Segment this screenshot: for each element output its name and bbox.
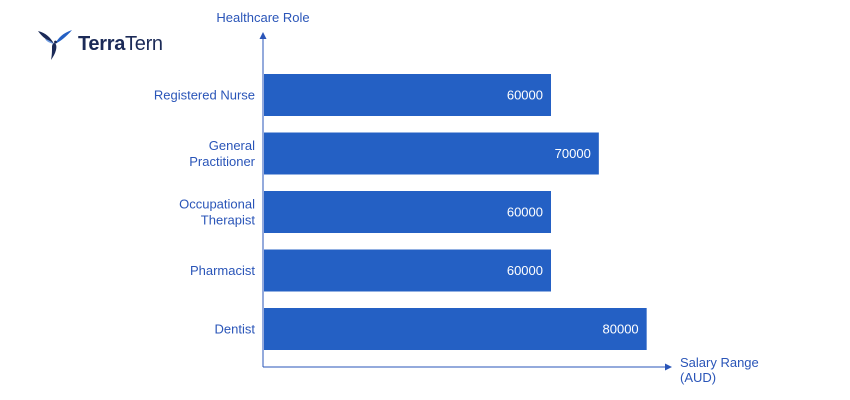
bar — [264, 308, 647, 350]
x-axis-arrow-icon — [665, 363, 672, 371]
brand-name: TerraTern — [78, 33, 163, 56]
brand-logo: TerraTern — [36, 24, 163, 64]
category-label: Registered Nurse — [154, 88, 255, 103]
category-label: General — [209, 138, 255, 153]
brand-name-regular: Tern — [125, 32, 163, 55]
category-label: Therapist — [201, 213, 256, 228]
bar-value-label: 70000 — [555, 146, 591, 161]
x-axis-title-line: (AUD) — [680, 370, 716, 385]
bar-value-label: 60000 — [507, 205, 543, 220]
bar-value-label: 60000 — [507, 88, 543, 103]
brand-name-bold: Terra — [78, 32, 126, 55]
bar — [264, 74, 551, 116]
tern-bird-icon — [38, 30, 72, 60]
bar-value-label: 80000 — [603, 322, 639, 337]
bar-value-label: 60000 — [507, 263, 543, 278]
bar — [264, 191, 551, 233]
category-label: Pharmacist — [190, 263, 255, 278]
x-axis-title-line: Salary Range — [680, 355, 759, 370]
category-label: Occupational — [179, 197, 255, 212]
bar — [264, 249, 551, 292]
y-axis-title: Healthcare Role — [216, 10, 309, 25]
category-label: Practitioner — [189, 154, 255, 169]
bar — [264, 132, 599, 175]
category-label: Dentist — [215, 322, 256, 337]
y-axis-arrow-icon — [259, 32, 267, 39]
